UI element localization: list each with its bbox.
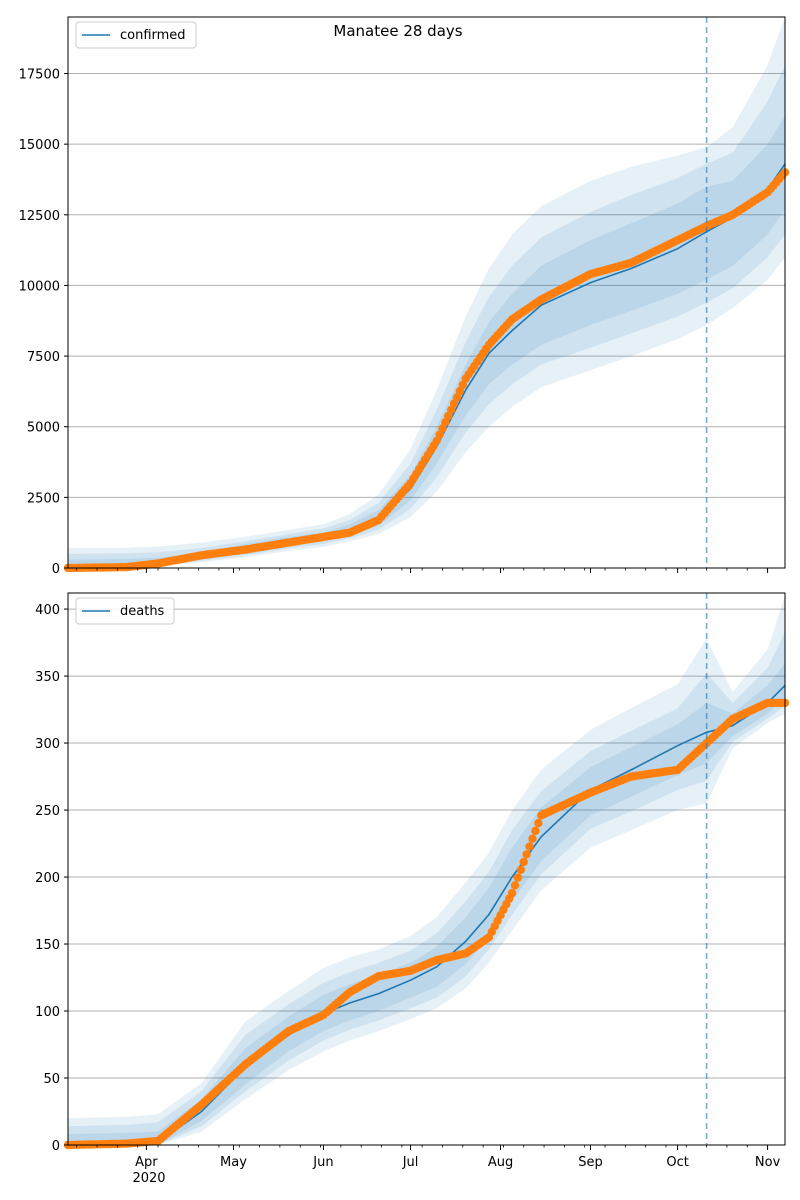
x-year-label: 2020 — [132, 1171, 165, 1186]
confirmed-uncertainty-bands — [68, 17, 785, 569]
confirmed-y-ticks: 0 2500 5000 7500 10000 12500 15000 17500 — [19, 68, 68, 577]
x-month-label: Sep — [578, 1155, 603, 1170]
deaths-ytick-label: 100 — [35, 1005, 60, 1020]
x-month-label: Oct — [666, 1155, 688, 1170]
x-month-label: Jul — [402, 1155, 419, 1170]
deaths-gridlines — [68, 608, 785, 1146]
deaths-observed-point — [519, 857, 528, 867]
confirmed-panel: 0 2500 5000 7500 10000 12500 15000 17500 confir… — [19, 16, 790, 577]
confirmed-ytick-label: 12500 — [19, 209, 60, 224]
deaths-band-99pct — [68, 595, 785, 1145]
deaths-observed-points — [63, 698, 790, 1150]
deaths-observed-point — [534, 819, 543, 828]
x-month-labels: Apr May Jun Jul Aug Sep Oct Nov — [135, 1155, 780, 1170]
confirmed-observed-point — [447, 405, 456, 414]
deaths-ytick-label: 400 — [35, 603, 60, 618]
deaths-observed-point — [516, 865, 525, 874]
deaths-legend: deaths — [75, 597, 175, 625]
x-month-label: Jun — [312, 1155, 333, 1170]
deaths-x-ticks — [76, 1145, 769, 1150]
confirmed-gridlines — [68, 73, 785, 569]
deaths-ytick-label: 350 — [35, 670, 60, 685]
confirmed-x-ticks — [76, 568, 769, 573]
confirmed-ytick-label: 10000 — [19, 279, 60, 294]
x-month-label: May — [220, 1155, 247, 1170]
confirmed-band-80pct — [68, 115, 785, 569]
deaths-observed-point — [510, 881, 520, 890]
confirmed-legend: confirmed — [75, 21, 197, 49]
deaths-ytick-label: 300 — [35, 737, 60, 752]
deaths-uncertainty-bands — [68, 595, 785, 1145]
confirmed-ytick-label: 2500 — [27, 491, 60, 506]
deaths-panel: 0 50 100 150 200 250 300 350 400 deaths — [35, 592, 790, 1154]
deaths-y-ticks: 0 50 100 150 200 250 300 350 400 — [35, 603, 68, 1154]
deaths-ytick-label: 0 — [52, 1139, 60, 1154]
confirmed-ytick-label: 17500 — [19, 68, 60, 83]
deaths-observed-point — [507, 888, 517, 898]
confirmed-ytick-label: 0 — [52, 562, 60, 577]
deaths-ytick-label: 150 — [35, 938, 60, 953]
deaths-legend-box — [75, 597, 175, 625]
confirmed-legend-label: confirmed — [120, 28, 186, 43]
confirmed-ytick-label: 15000 — [19, 138, 60, 153]
deaths-ytick-label: 250 — [35, 804, 60, 819]
x-month-label: Nov — [755, 1155, 781, 1170]
confirmed-axes-frame — [67, 16, 786, 569]
deaths-ytick-label: 50 — [43, 1072, 60, 1087]
deaths-axes-frame — [67, 592, 786, 1146]
deaths-band-95pct — [68, 631, 785, 1145]
confirmed-band-95pct — [68, 65, 785, 568]
deaths-legend-label: deaths — [120, 604, 165, 619]
deaths-observed-point — [531, 826, 540, 836]
confirmed-ytick-label: 7500 — [27, 350, 60, 365]
deaths-ytick-label: 200 — [35, 871, 60, 886]
deaths-observed-point — [525, 842, 534, 851]
deaths-observed-point — [522, 850, 531, 859]
chart-title: Manatee 28 days — [333, 22, 462, 40]
x-month-label: Apr — [135, 1155, 158, 1170]
confirmed-observed-points — [63, 168, 790, 573]
confirmed-ytick-label: 5000 — [27, 421, 60, 436]
x-month-label: Aug — [488, 1155, 513, 1170]
confirmed-legend-box — [75, 21, 197, 49]
deaths-observed-point — [528, 834, 537, 843]
deaths-observed-point — [513, 873, 523, 882]
deaths-band-80pct — [68, 662, 785, 1145]
